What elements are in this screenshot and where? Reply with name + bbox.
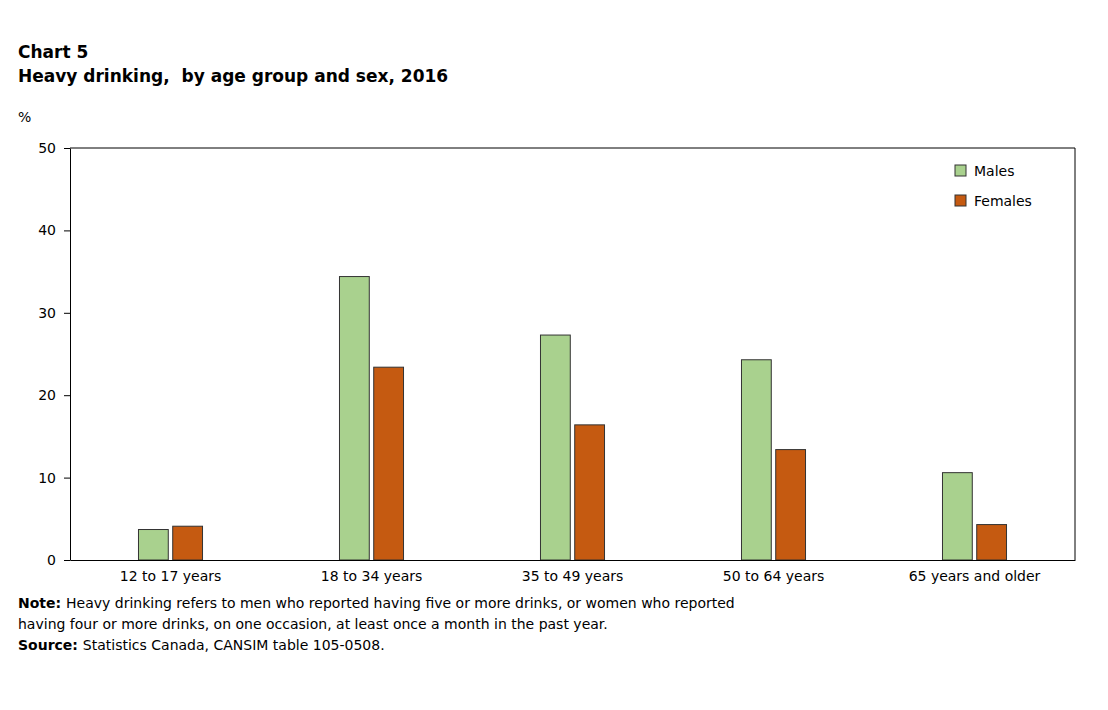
x-tick: 50 to 64 years	[723, 560, 825, 584]
x-tick-label: 35 to 49 years	[522, 568, 624, 584]
y-tick: 10	[38, 470, 70, 486]
y-tick-mark	[64, 395, 70, 396]
x-tick: 65 years and older	[909, 560, 1041, 584]
y-tick: 0	[47, 552, 70, 568]
legend-label: Males	[974, 163, 1014, 179]
x-axis-line	[71, 560, 1076, 561]
x-tick-label: 12 to 17 years	[120, 568, 222, 584]
x-tick-label: 50 to 64 years	[723, 568, 825, 584]
y-axis: 0 10 20 30 40 50	[38, 140, 70, 568]
y-tick-mark	[64, 313, 70, 314]
x-tick: 18 to 34 years	[321, 560, 423, 584]
bar	[575, 425, 605, 560]
bar	[942, 473, 972, 560]
bar-series	[173, 367, 1007, 560]
x-tick-label: 18 to 34 years	[321, 568, 423, 584]
y-tick-label: 10	[38, 470, 56, 486]
note: Source: Statistics Canada, CANSIM table …	[18, 637, 385, 653]
title: Chart 5	[18, 42, 88, 62]
y-tick: 20	[38, 387, 70, 403]
x-axis: 12 to 17 years 18 to 34 years 35 to 49 yea…	[71, 560, 1076, 584]
note-text: having four or more drinks, on one occas…	[18, 616, 608, 632]
legend-label: Females	[974, 193, 1032, 209]
bar	[741, 360, 771, 560]
bar-series	[138, 277, 972, 560]
bar	[339, 277, 369, 560]
y-tick-mark	[64, 478, 70, 479]
y-tick-label: 50	[38, 140, 56, 156]
y-tick-mark	[64, 148, 70, 149]
legend-swatch	[955, 165, 966, 176]
bar	[138, 530, 168, 560]
y-axis-label: %	[18, 109, 31, 125]
note: Note: Heavy drinking refers to men who r…	[18, 595, 735, 611]
bar	[776, 450, 806, 560]
bar	[540, 335, 570, 560]
legend-swatch	[955, 195, 966, 206]
y-tick-label: 0	[47, 552, 56, 568]
note: having four or more drinks, on one occas…	[18, 616, 608, 632]
legend: Males Females	[955, 163, 1032, 209]
y-tick-mark	[64, 560, 70, 561]
y-tick: 50	[38, 140, 70, 156]
y-axis-line	[70, 149, 71, 561]
chart: Chart 5 Heavy drinking, by age group and …	[0, 0, 1108, 710]
bar	[173, 526, 203, 560]
y-tick: 30	[38, 305, 70, 321]
note-text: Statistics Canada, CANSIM table 105-0508…	[83, 637, 385, 653]
y-tick: 40	[38, 222, 70, 238]
y-tick-label: 20	[38, 387, 56, 403]
x-tick: 35 to 49 years	[522, 560, 624, 584]
note-label: Source:	[18, 637, 83, 653]
note-label: Note:	[18, 595, 66, 611]
bars	[138, 277, 1006, 560]
y-tick-label: 40	[38, 222, 56, 238]
note-text: Heavy drinking refers to men who reporte…	[66, 595, 735, 611]
bar	[977, 525, 1007, 560]
plot-frame-right	[1075, 148, 1076, 560]
bar	[374, 367, 404, 560]
y-tick-label: 30	[38, 305, 56, 321]
subtitle: Heavy drinking, by age group and sex, 20…	[18, 66, 448, 86]
x-tick: 12 to 17 years	[120, 560, 222, 584]
plot-frame-top	[70, 148, 1075, 149]
x-tick-label: 65 years and older	[909, 568, 1041, 584]
y-tick-mark	[64, 230, 70, 231]
